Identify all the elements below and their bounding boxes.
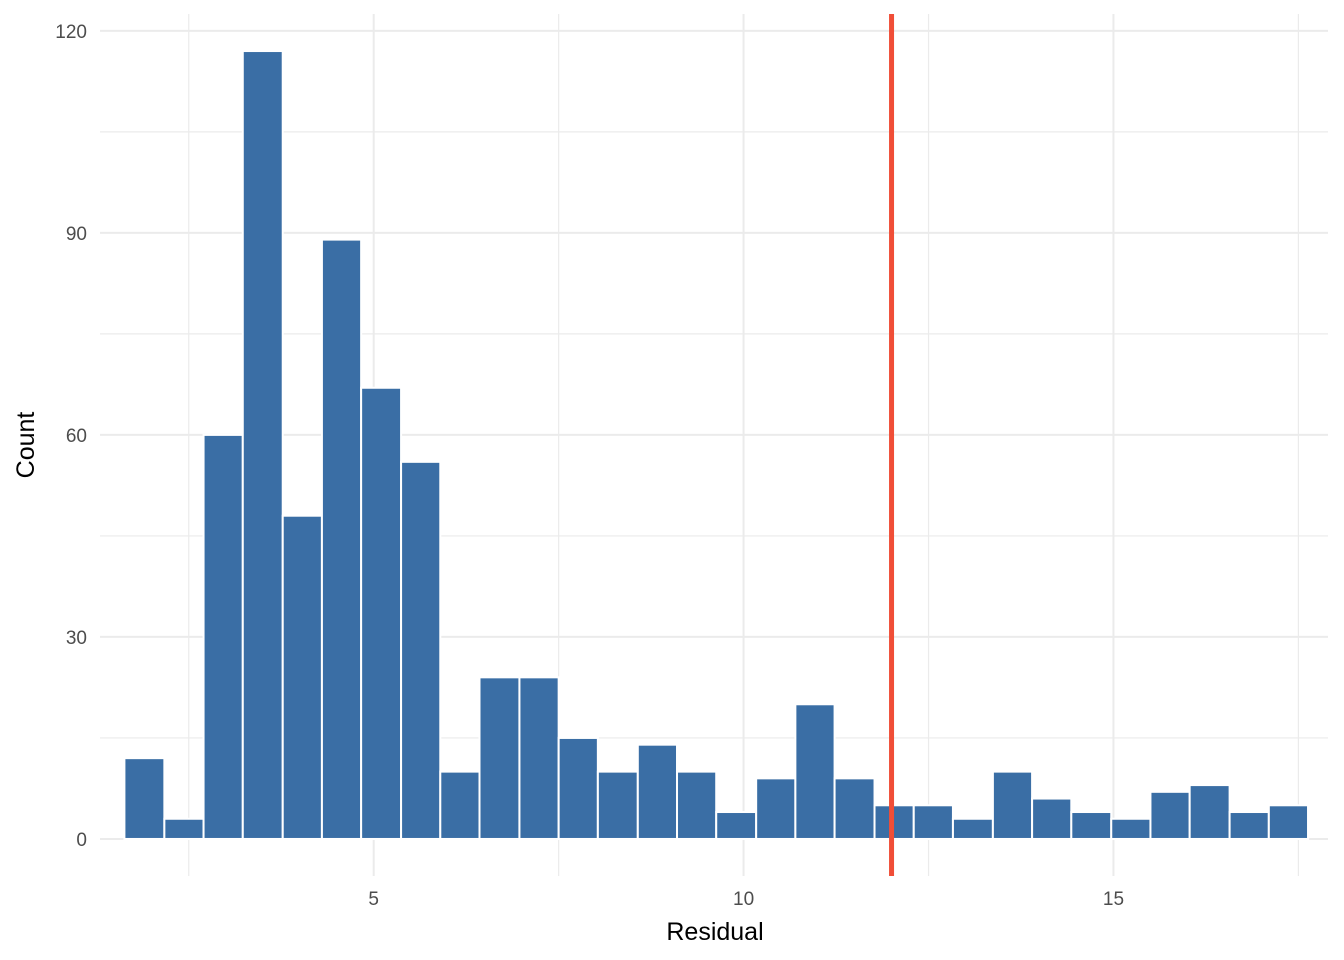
histogram-bar [320,238,363,840]
histogram-bar [439,770,481,840]
histogram-bar [123,757,166,840]
histogram-bars [123,50,1310,840]
x-axis-title: Residual [666,918,763,946]
histogram-bar [794,703,836,840]
histogram-bar [1188,784,1231,840]
histogram-bar [1267,804,1310,840]
histogram-bar [951,817,994,840]
histogram-bar [676,770,718,840]
histogram-bar [1110,817,1152,840]
y-axis-title: Count [12,412,40,479]
x-tick-label: 10 [733,889,754,910]
histogram-bar [755,777,797,840]
histogram-bar [715,811,758,840]
histogram-bar [596,770,639,840]
x-tick-label: 5 [368,889,379,910]
histogram-bar [518,676,560,840]
histogram-bar [873,804,915,840]
histogram-bar [1228,811,1270,840]
y-tick-label: 120 [55,22,87,43]
y-tick-label: 30 [66,628,87,649]
y-tick-label: 0 [76,830,87,851]
histogram-bar [360,386,403,840]
histogram-bar [557,736,599,840]
histogram-bar [241,50,284,840]
histogram-bar [478,676,521,840]
y-tick-label: 60 [66,426,87,447]
histogram-bar [163,817,205,840]
histogram-bar [912,804,954,840]
histogram-bar [400,460,442,840]
histogram-bar [1149,790,1191,840]
x-tick-label: 15 [1103,889,1124,910]
histogram-bar [991,770,1034,840]
histogram-bar [281,514,323,840]
histogram-bar [833,777,876,840]
tick-labels: 5 10 15 0 30 60 90 120 [55,22,1124,910]
histogram-bar [202,433,244,840]
histogram-bar [636,743,679,840]
histogram-bar [1070,811,1113,840]
y-tick-label: 90 [66,224,87,245]
histogram-bar [1031,797,1073,840]
